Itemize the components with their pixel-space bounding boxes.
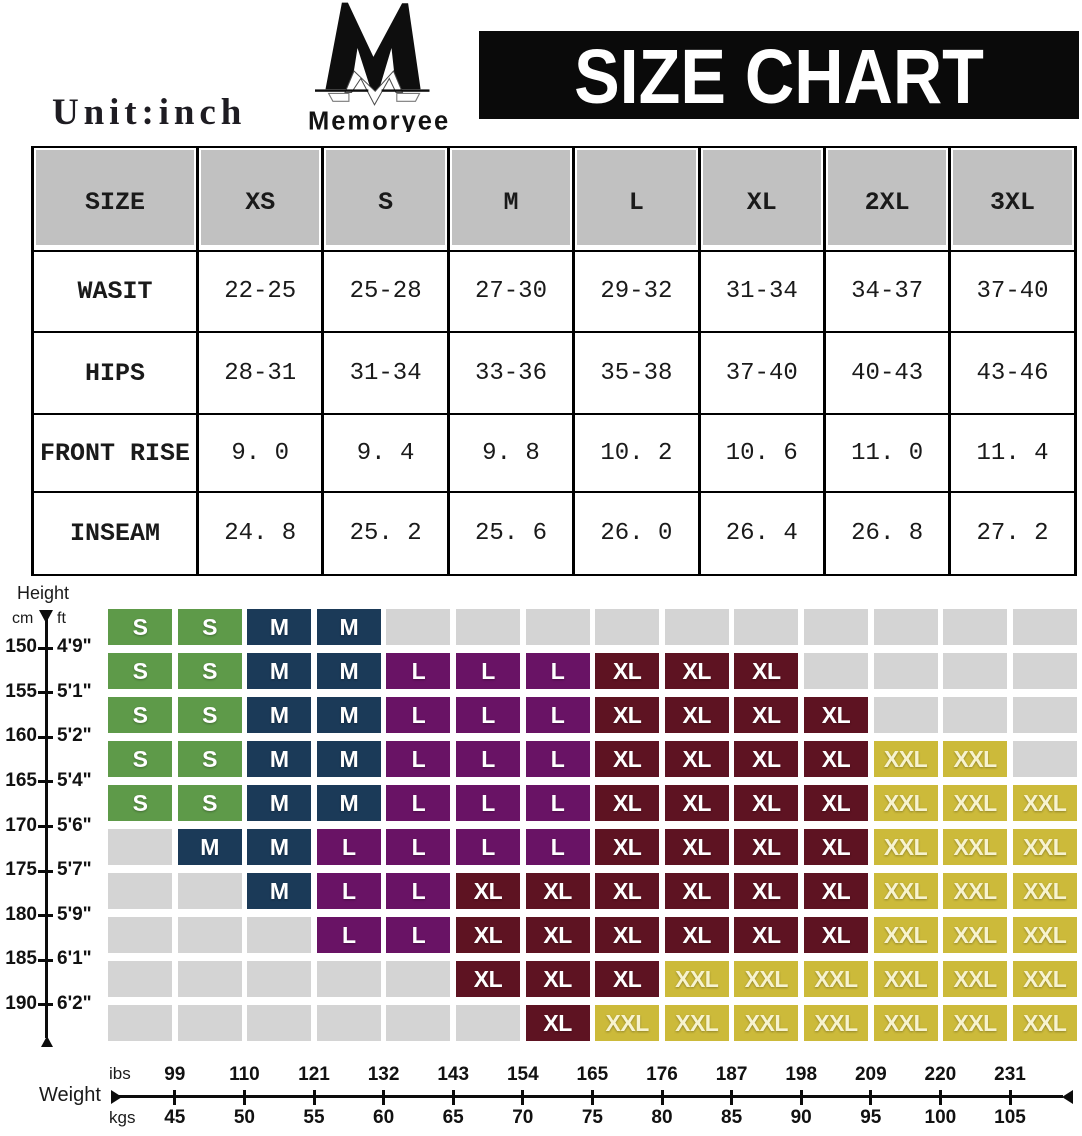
svg-text:Memoryee: Memoryee — [308, 108, 450, 132]
